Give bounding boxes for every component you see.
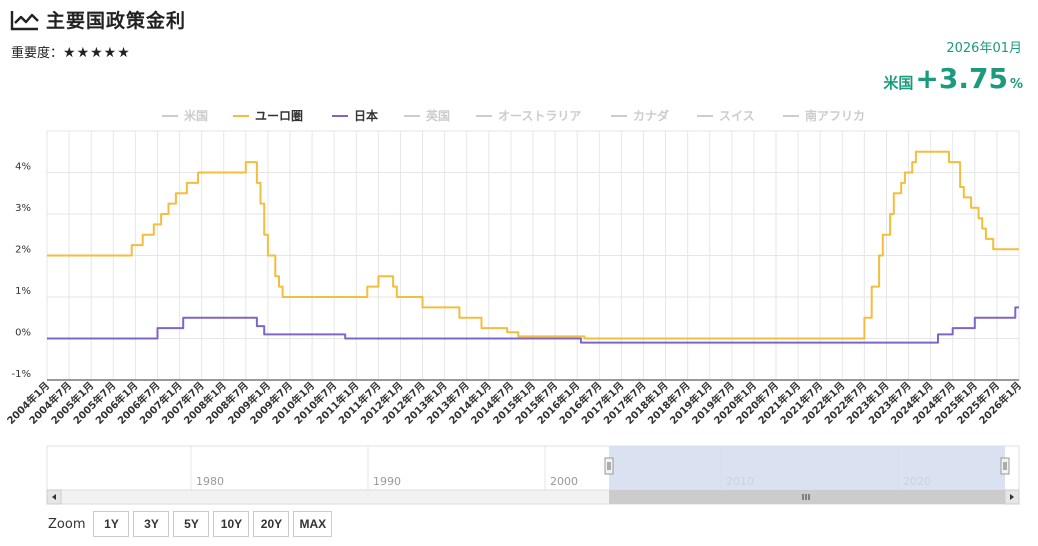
- legend-item-7[interactable]: 南アフリカ: [783, 108, 865, 123]
- interest-rate-chart: 米国 ユーロ圏 日本 英国 オーストラリア カナダ スイス 南アフリカ -1% 0% 1% 2% 3%…: [4, 108, 1024, 505]
- zoom-20y-button[interactable]: 20Y: [253, 511, 290, 537]
- series-line-1: [47, 306, 1019, 344]
- zoom-3y-button[interactable]: 3Y: [133, 511, 170, 537]
- navigator-left-handle[interactable]: [604, 457, 614, 475]
- zoom-5y-button[interactable]: 5Y: [173, 511, 210, 537]
- chart-legend: 米国 ユーロ圏 日本 英国 オーストラリア カナダ スイス 南アフリカ: [162, 108, 865, 123]
- y-tick-label: 3%: [15, 203, 31, 214]
- zoom-label: Zoom: [48, 516, 86, 532]
- page-title: 主要国政策金利: [46, 10, 187, 32]
- legend-item-0[interactable]: 米国: [162, 108, 208, 123]
- y-tick-label: 2%: [15, 245, 31, 256]
- x-axis: 2004年1月2004年7月2005年1月2005年7月2006年1月2006年…: [4, 379, 1024, 427]
- legend-item-3[interactable]: 英国: [404, 108, 450, 123]
- legend-item-2[interactable]: 日本: [332, 108, 378, 123]
- zoom-1y-button[interactable]: 1Y: [93, 511, 130, 537]
- legend-label: 米国: [184, 108, 208, 123]
- legend-item-6[interactable]: スイス: [697, 109, 755, 123]
- current-rate-unit: %: [1009, 77, 1023, 92]
- navigator-decade-label: 1990: [373, 475, 401, 488]
- legend-label: カナダ: [633, 108, 669, 123]
- legend-item-1[interactable]: ユーロ圏: [233, 109, 303, 123]
- zoom-max-button[interactable]: MAX: [293, 511, 333, 537]
- chart-header: 主要国政策金利: [10, 6, 186, 33]
- handle-body: [1000, 457, 1010, 475]
- chevron-left-icon: [52, 494, 56, 500]
- zoom-controls: Zoom 1Y 3Y 5Y 10Y 20Y MAX: [48, 511, 336, 537]
- importance-stars: ★★★★★: [63, 45, 131, 61]
- navigator-right-handle[interactable]: [1000, 457, 1010, 475]
- current-rate-date: 2026年01月: [946, 41, 1022, 56]
- y-tick-label: 4%: [15, 162, 31, 173]
- legend-label: オーストラリア: [498, 109, 581, 123]
- legend-label: 日本: [354, 108, 378, 123]
- current-rate: 米国 +3.75 %: [883, 62, 1023, 95]
- navigator-decade-label: 1980: [196, 475, 224, 488]
- chevron-right-icon: [1010, 494, 1014, 500]
- handle-body: [604, 457, 614, 475]
- legend-item-5[interactable]: カナダ: [611, 108, 669, 123]
- y-tick-label: -1%: [12, 369, 31, 380]
- importance-label: 重要度：: [11, 46, 64, 61]
- chart-series: [47, 150, 1019, 344]
- current-rate-country: 米国: [883, 74, 914, 92]
- y-axis: -1% 0% 1% 2% 3% 4%: [12, 162, 31, 381]
- zoom-10y-button[interactable]: 10Y: [213, 511, 250, 537]
- y-tick-label: 1%: [15, 286, 31, 297]
- legend-label: ユーロ圏: [255, 109, 303, 123]
- scrollbar-thumb[interactable]: [609, 490, 1005, 504]
- line-chart-icon: [10, 10, 39, 30]
- series-line-0: [47, 150, 1019, 340]
- y-tick-label: 0%: [15, 328, 31, 339]
- current-rate-value: +3.75: [915, 62, 1008, 95]
- navigator-scrollbar[interactable]: [46, 489, 1020, 505]
- navigator-decade-label: 2000: [550, 475, 578, 488]
- navigator: 19801990200020102020: [46, 445, 1020, 505]
- legend-label: 南アフリカ: [805, 108, 865, 123]
- legend-label: スイス: [719, 109, 755, 123]
- legend-label: 英国: [426, 108, 450, 123]
- navigator-selection[interactable]: [609, 446, 1005, 490]
- legend-item-4[interactable]: オーストラリア: [476, 109, 581, 123]
- importance-rating: 重要度：★★★★★: [11, 42, 131, 61]
